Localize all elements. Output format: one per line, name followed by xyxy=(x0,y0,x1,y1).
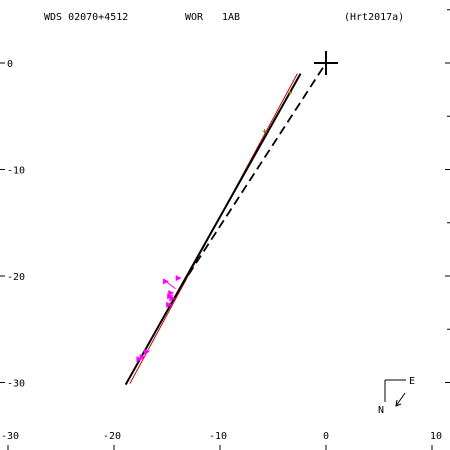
x-tick-label: -10 xyxy=(209,431,227,442)
observation-point xyxy=(175,275,182,282)
projection-line xyxy=(180,62,327,288)
discoverer-label: WOR xyxy=(185,12,204,23)
y-tick-label: -20 xyxy=(7,272,25,283)
observation-point xyxy=(136,356,143,363)
observation-point xyxy=(168,290,175,297)
wds-id-label: WDS 02070+4512 xyxy=(44,12,128,23)
compass-motion-arrow xyxy=(395,392,406,407)
compass-arrow-head xyxy=(395,399,402,407)
observation-point xyxy=(166,301,173,308)
observation-point xyxy=(139,353,146,360)
residual-line xyxy=(165,280,176,290)
x-tick-label: -20 xyxy=(103,431,121,442)
axes: 0 -10 -20 -30 -30 -20 -10 0 10 xyxy=(0,9,450,450)
data-points xyxy=(136,51,338,363)
y-tick-label: -10 xyxy=(7,166,25,177)
x-tick-label: 0 xyxy=(323,431,329,442)
compass-north-label: N xyxy=(378,405,384,416)
y-tick-label: 0 xyxy=(7,59,13,70)
compass: E N xyxy=(378,376,415,416)
x-tick-label: -30 xyxy=(1,431,19,442)
x-tick-label: 10 xyxy=(430,431,442,442)
observation-point xyxy=(169,295,176,302)
observation-point xyxy=(162,278,169,285)
fit-lines xyxy=(124,62,327,386)
orbit-line xyxy=(124,73,302,386)
observation-point xyxy=(143,348,150,355)
components-label: 1AB xyxy=(222,12,240,23)
reference-label: (Hrt2017a) xyxy=(344,12,404,23)
compass-east-label: E xyxy=(409,376,415,387)
y-tick-label: -30 xyxy=(7,379,25,390)
